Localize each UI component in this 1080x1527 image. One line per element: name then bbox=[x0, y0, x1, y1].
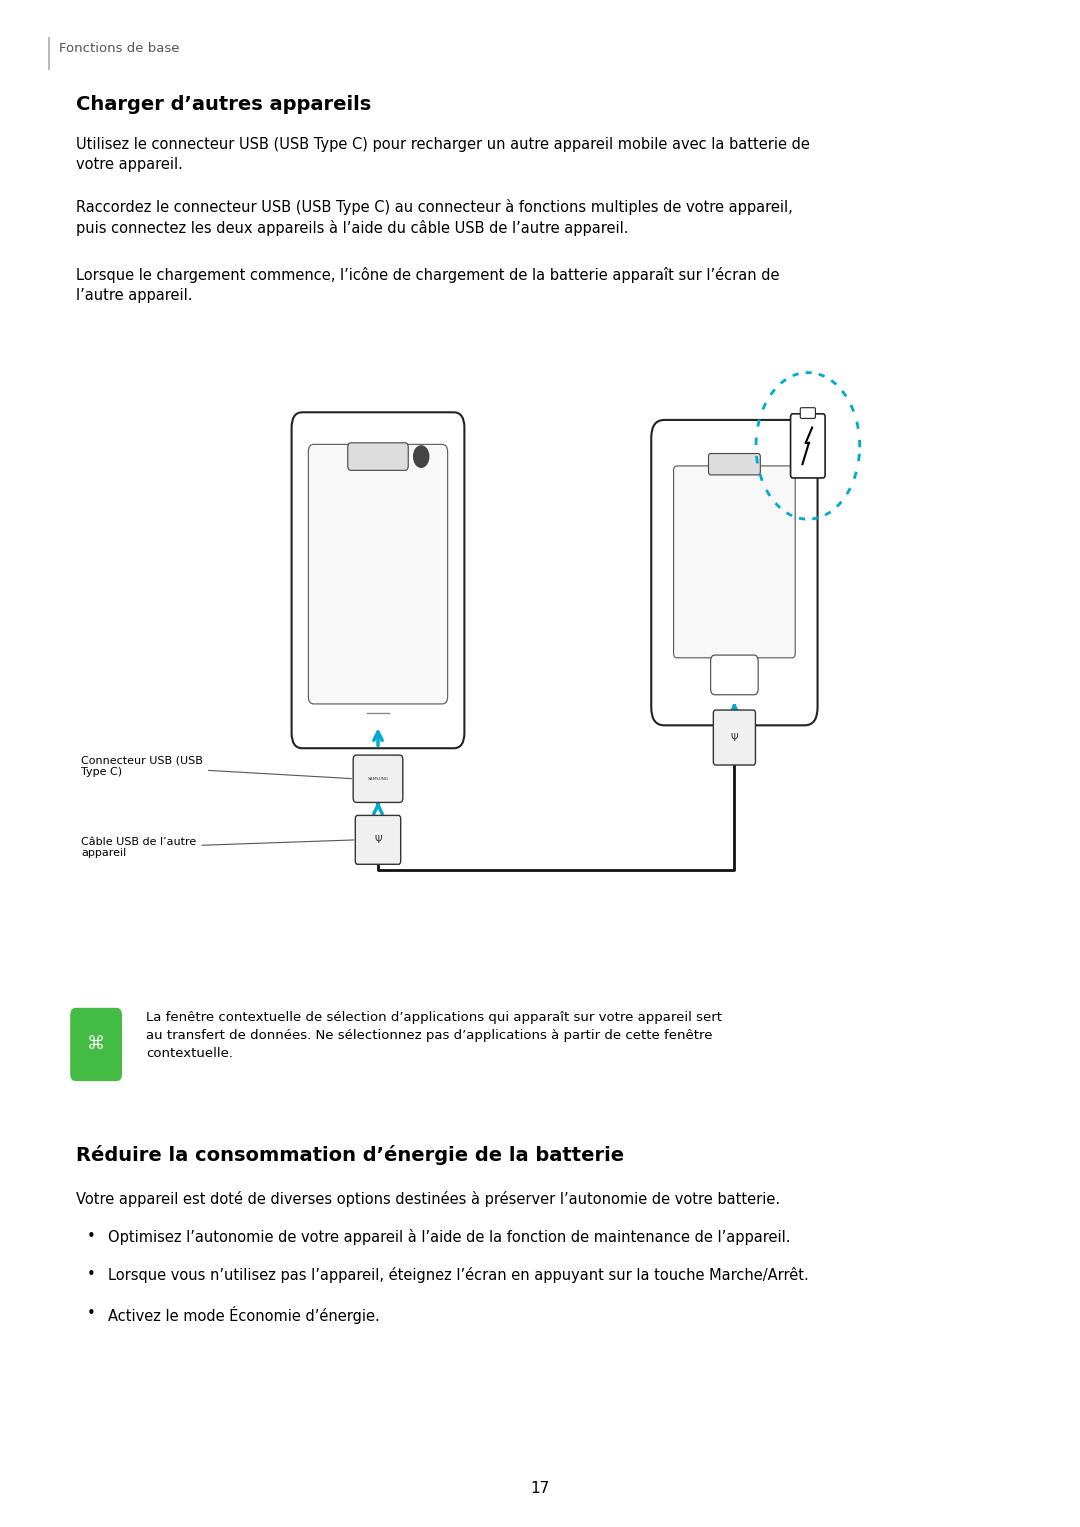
Text: •: • bbox=[86, 1306, 95, 1321]
FancyBboxPatch shape bbox=[353, 756, 403, 803]
Text: Fonctions de base: Fonctions de base bbox=[59, 43, 180, 55]
FancyBboxPatch shape bbox=[800, 408, 815, 418]
FancyBboxPatch shape bbox=[292, 412, 464, 748]
FancyBboxPatch shape bbox=[348, 443, 408, 470]
Text: Votre appareil: Votre appareil bbox=[332, 582, 424, 594]
Text: Optimisez l’autonomie de votre appareil à l’aide de la fonction de maintenance d: Optimisez l’autonomie de votre appareil … bbox=[108, 1229, 791, 1245]
Text: Réduire la consommation d’énergie de la batterie: Réduire la consommation d’énergie de la … bbox=[76, 1145, 624, 1165]
Text: Raccordez le connecteur USB (USB Type C) au connecteur à fonctions multiples de : Raccordez le connecteur USB (USB Type C)… bbox=[76, 199, 793, 235]
Text: Charger d’autres appareils: Charger d’autres appareils bbox=[76, 95, 370, 113]
FancyBboxPatch shape bbox=[355, 815, 401, 864]
Text: La fenêtre contextuelle de sélection d’applications qui apparaît sur votre appar: La fenêtre contextuelle de sélection d’a… bbox=[146, 1011, 721, 1060]
Text: Activez le mode Économie d’énergie.: Activez le mode Économie d’énergie. bbox=[108, 1306, 380, 1324]
Text: •: • bbox=[86, 1267, 95, 1283]
Text: Votre appareil est doté de diverses options destinées à préserver l’autonomie de: Votre appareil est doté de diverses opti… bbox=[76, 1191, 780, 1206]
Text: ⌘: ⌘ bbox=[87, 1035, 105, 1054]
Text: 17: 17 bbox=[530, 1481, 550, 1496]
Text: Ψ: Ψ bbox=[730, 733, 739, 742]
FancyBboxPatch shape bbox=[711, 655, 758, 695]
Text: Lorsque vous n’utilisez pas l’appareil, éteignez l’écran en appuyant sur la touc: Lorsque vous n’utilisez pas l’appareil, … bbox=[108, 1267, 809, 1283]
Text: Câble USB de l’autre
appareil: Câble USB de l’autre appareil bbox=[81, 837, 353, 858]
Circle shape bbox=[414, 446, 429, 467]
FancyBboxPatch shape bbox=[309, 444, 447, 704]
Text: SAMSUNG: SAMSUNG bbox=[367, 777, 389, 780]
FancyBboxPatch shape bbox=[714, 710, 756, 765]
FancyBboxPatch shape bbox=[70, 1008, 122, 1081]
Text: Ψ: Ψ bbox=[374, 835, 382, 844]
FancyBboxPatch shape bbox=[791, 414, 825, 478]
Text: L’autre appareil: L’autre appareil bbox=[681, 582, 787, 594]
Text: •: • bbox=[86, 1229, 95, 1245]
Text: Lorsque le chargement commence, l’icône de chargement de la batterie apparaît su: Lorsque le chargement commence, l’icône … bbox=[76, 267, 779, 302]
FancyBboxPatch shape bbox=[674, 466, 795, 658]
Text: Utilisez le connecteur USB (USB Type C) pour recharger un autre appareil mobile : Utilisez le connecteur USB (USB Type C) … bbox=[76, 137, 810, 173]
FancyBboxPatch shape bbox=[651, 420, 818, 725]
Text: Connecteur USB (USB
Type C): Connecteur USB (USB Type C) bbox=[81, 756, 351, 779]
FancyBboxPatch shape bbox=[708, 454, 760, 475]
